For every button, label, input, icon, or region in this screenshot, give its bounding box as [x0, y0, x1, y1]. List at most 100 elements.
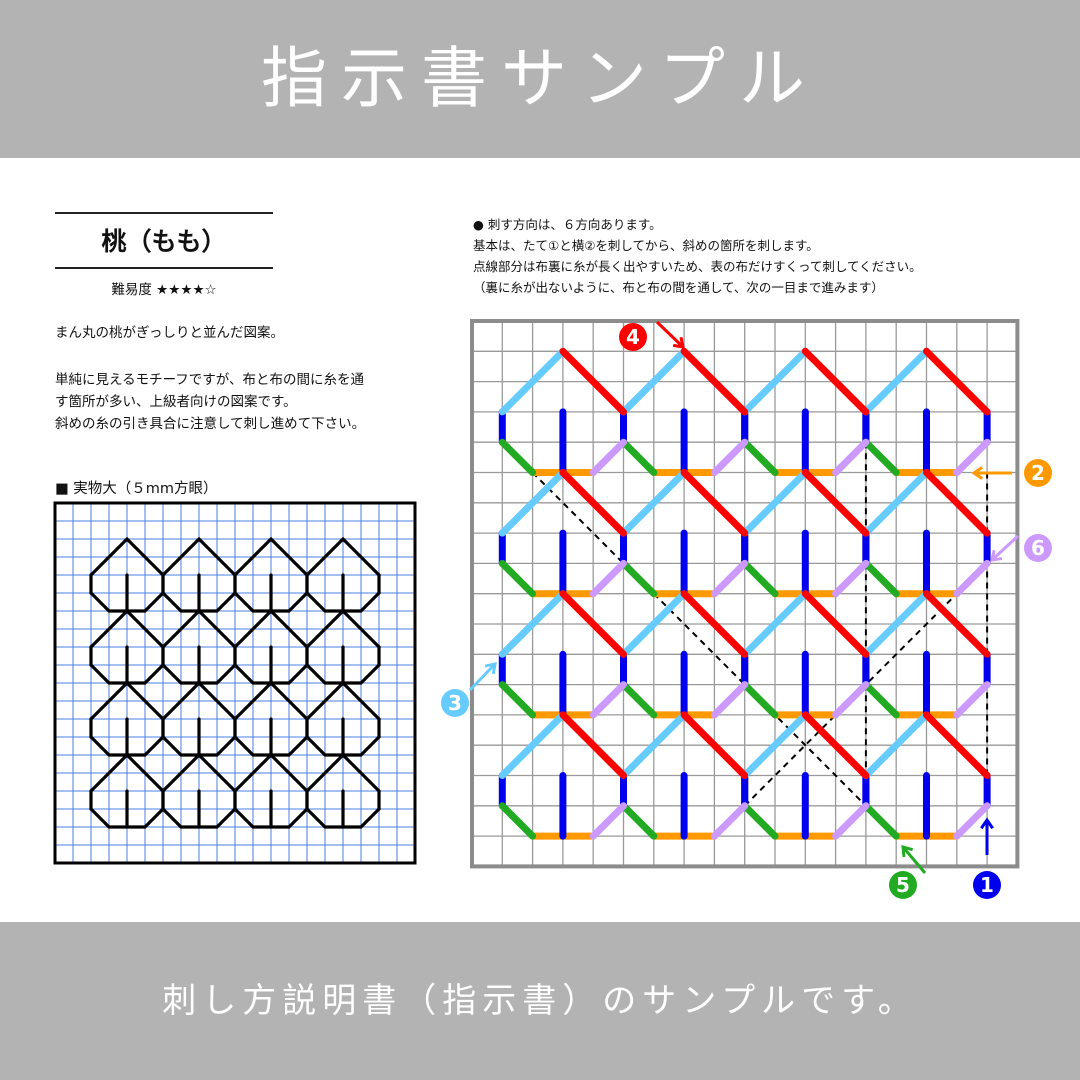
peach-outline-line [287, 663, 309, 685]
peach-outline-line [197, 609, 237, 649]
peach-outline-line [233, 663, 255, 685]
stitch-3 [620, 469, 688, 537]
pattern-title: 桃（もも） [101, 227, 227, 256]
peach-outline-line [197, 537, 237, 577]
peach-outline-line [233, 591, 255, 613]
stitch-3 [498, 590, 567, 658]
stitch-6 [832, 559, 870, 598]
peach-outline-line [143, 591, 165, 613]
peach-outline-line [233, 735, 255, 757]
peach-outline-line [305, 735, 327, 757]
stitch-4 [801, 347, 870, 416]
stitch-3 [498, 347, 567, 416]
peach-outline-line [305, 753, 345, 793]
direction-marker-1: 1 [973, 817, 1001, 899]
stitch-6 [710, 802, 749, 840]
marker-circle [619, 323, 647, 351]
peach-outline-line [233, 681, 273, 721]
direction-marker-5: 5 [889, 844, 927, 899]
stitch-4 [680, 590, 749, 658]
instruction-line: （裏に糸が出ないように、布と布の間を通して、次の一目まで進みます） [473, 280, 884, 295]
real-size-label: ■ 実物大（５mm方眼） [55, 481, 218, 497]
dashed-path-line [653, 592, 867, 807]
difficulty-rating: 難易度 ★★★★☆ [111, 282, 217, 298]
peach-outline-line [197, 681, 237, 721]
peach-outline-line [125, 753, 165, 793]
direction-marker-2: 2 [971, 459, 1052, 487]
stitch-6 [710, 559, 749, 598]
description-line: す箇所が多い、上級者向けの図案です。 [55, 394, 297, 410]
peach-outline-line [89, 807, 111, 829]
arrow-head-icon [971, 466, 984, 480]
peach-outline-line [89, 609, 129, 649]
stitch-6 [589, 802, 627, 840]
marker-circle [1024, 459, 1052, 487]
stitch-5 [498, 802, 537, 840]
description-line: まん丸の桃がぎっしりと並んだ図案。 [55, 325, 284, 341]
peach-outline-line [341, 753, 381, 793]
peach-outline-line [305, 537, 345, 577]
peach-outline-line [269, 681, 309, 721]
arrow-icon [468, 662, 497, 692]
peach-outline-line [215, 591, 237, 613]
stitch-3 [862, 711, 930, 779]
peach-outline-line [233, 807, 255, 829]
peach-outline-line [341, 537, 381, 577]
stitch-5 [620, 681, 658, 719]
peach-outline-line [89, 735, 111, 757]
peach-outline-line [89, 681, 129, 721]
peach-outline-line [161, 753, 201, 793]
stitch-5 [862, 802, 900, 840]
marker-label: 3 [448, 691, 462, 715]
stitch-5 [620, 559, 658, 598]
peach-outline-line [125, 609, 165, 649]
stitch-5 [741, 681, 779, 719]
peach-outline-line [215, 663, 237, 685]
stitch-6 [953, 681, 991, 719]
stitch-3 [498, 711, 567, 779]
peach-outline-line [287, 735, 309, 757]
stitch-4 [801, 469, 870, 537]
arrow-head-icon [980, 817, 994, 830]
header-banner: 指示書サンプル [0, 0, 1080, 158]
peach-outline-line [89, 537, 129, 577]
real-size-frame [53, 501, 417, 865]
stitch-4 [923, 590, 991, 658]
arrow-head-icon [484, 662, 497, 675]
stitch-5 [498, 438, 537, 476]
stitch-4 [923, 711, 991, 779]
peach-outline-line [161, 609, 201, 649]
peach-outline-line [359, 735, 381, 757]
title-rule-bottom [55, 267, 273, 269]
peach-outline-line [161, 807, 183, 829]
stitch-6 [589, 559, 627, 598]
peach-outline-line [215, 807, 237, 829]
peach-outline-line [233, 753, 273, 793]
stitch-3 [620, 711, 688, 779]
title-rule-top [55, 212, 273, 214]
peach-outline-line [161, 663, 183, 685]
peach-outline-line [125, 537, 165, 577]
peach-outline-line [143, 807, 165, 829]
peach-outline-line [305, 807, 327, 829]
stitch-3 [862, 469, 930, 537]
stitch-6 [710, 438, 749, 476]
direction-marker-4: 4 [619, 320, 685, 351]
stitch-4 [559, 590, 627, 658]
header-title: 指示書サンプル [260, 40, 820, 117]
peach-outline-line [341, 609, 381, 649]
stitch-4 [680, 711, 749, 779]
direction-marker-3: 3 [441, 662, 497, 717]
real-size-grid [53, 501, 417, 865]
peach-outline-line [359, 663, 381, 685]
footer-banner: 刺し方説明書（指示書）のサンプルです。 [0, 922, 1080, 1080]
stitch-3 [498, 469, 567, 537]
stitch-4 [559, 347, 627, 416]
stitch-3 [741, 347, 809, 416]
stitch-3 [862, 590, 930, 658]
peach-outline-line [305, 663, 327, 685]
peach-outline-line [161, 681, 201, 721]
peach-outline-line [233, 609, 273, 649]
peach-outline-line [305, 681, 345, 721]
